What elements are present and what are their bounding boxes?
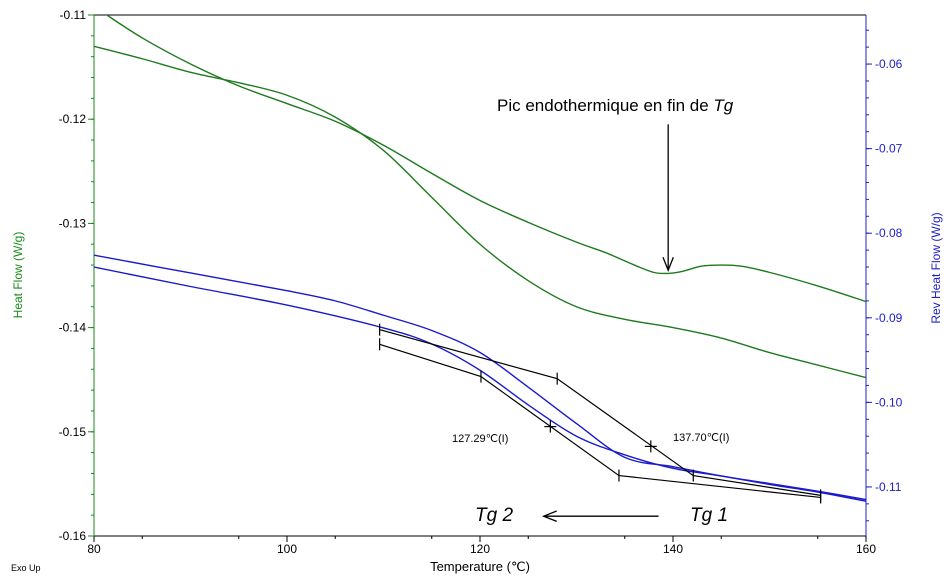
y-left-tick-label: -0.15 [59, 425, 87, 439]
y-right-tick-label: -0.08 [875, 226, 903, 240]
heat-flow-series-line-1 [105, 15, 866, 303]
x-tick-label: 160 [856, 542, 876, 556]
y-right-tick-label: -0.11 [875, 480, 902, 494]
tangent-construction-line-1 [379, 343, 821, 499]
y-right-tick-label: -0.06 [875, 57, 903, 71]
tangent-construction-line-2 [379, 329, 821, 496]
y-right-tick-label: -0.10 [875, 395, 903, 409]
peak-annotation-tg: Tg [713, 96, 733, 115]
x-tick-label: 140 [663, 542, 683, 556]
rev-heat-flow-series-line-3 [94, 266, 866, 503]
y-left-tick-label: -0.11 [60, 8, 87, 22]
y-left-axis-label: Heat Flow (W/g) [11, 232, 25, 319]
annotation-layer: Pic endothermique en fin de Tg Tg 2 Tg 1… [11, 96, 943, 574]
y-left-tick-label: -0.14 [59, 321, 87, 335]
tg1-label: Tg 1 [690, 505, 728, 526]
y-right-tick-label: -0.07 [875, 142, 903, 156]
construction-layer [379, 323, 822, 504]
y-left-tick-label: -0.16 [59, 529, 87, 543]
y-left-tick-label: -0.13 [59, 216, 87, 230]
x-tick-label: 100 [277, 542, 297, 556]
tg2-label: Tg 2 [475, 505, 513, 526]
exo-up-label: Exo Up [11, 563, 41, 573]
x-axis-label: Temperature (℃) [430, 559, 530, 574]
x-tick-label: 120 [470, 542, 490, 556]
peak-arrow-head [662, 257, 674, 273]
peak-annotation: Pic endothermique en fin de Tg [497, 96, 734, 115]
y-right-axis-label: Rev Heat Flow (W/g) [929, 212, 943, 323]
tg-arrow-head [541, 510, 557, 522]
axes-layer: 80 100 120 140 160 -0.11 -0.12 -0.13 -0.14 -0.15 -… [59, 8, 903, 556]
y-right-tick-label: -0.09 [875, 311, 903, 325]
series-layer [94, 15, 866, 503]
x-tick-label: 80 [87, 542, 101, 556]
heat-flow-series-line-2 [94, 45, 866, 379]
tg1-value-label: 137.70℃(I) [673, 432, 729, 444]
tg2-value-label: 127.29℃(I) [452, 433, 508, 445]
peak-annotation-text: Pic endothermique en fin de [497, 96, 713, 115]
y-left-tick-label: -0.12 [59, 112, 87, 126]
rev-heat-flow-series-line-4 [94, 254, 866, 501]
